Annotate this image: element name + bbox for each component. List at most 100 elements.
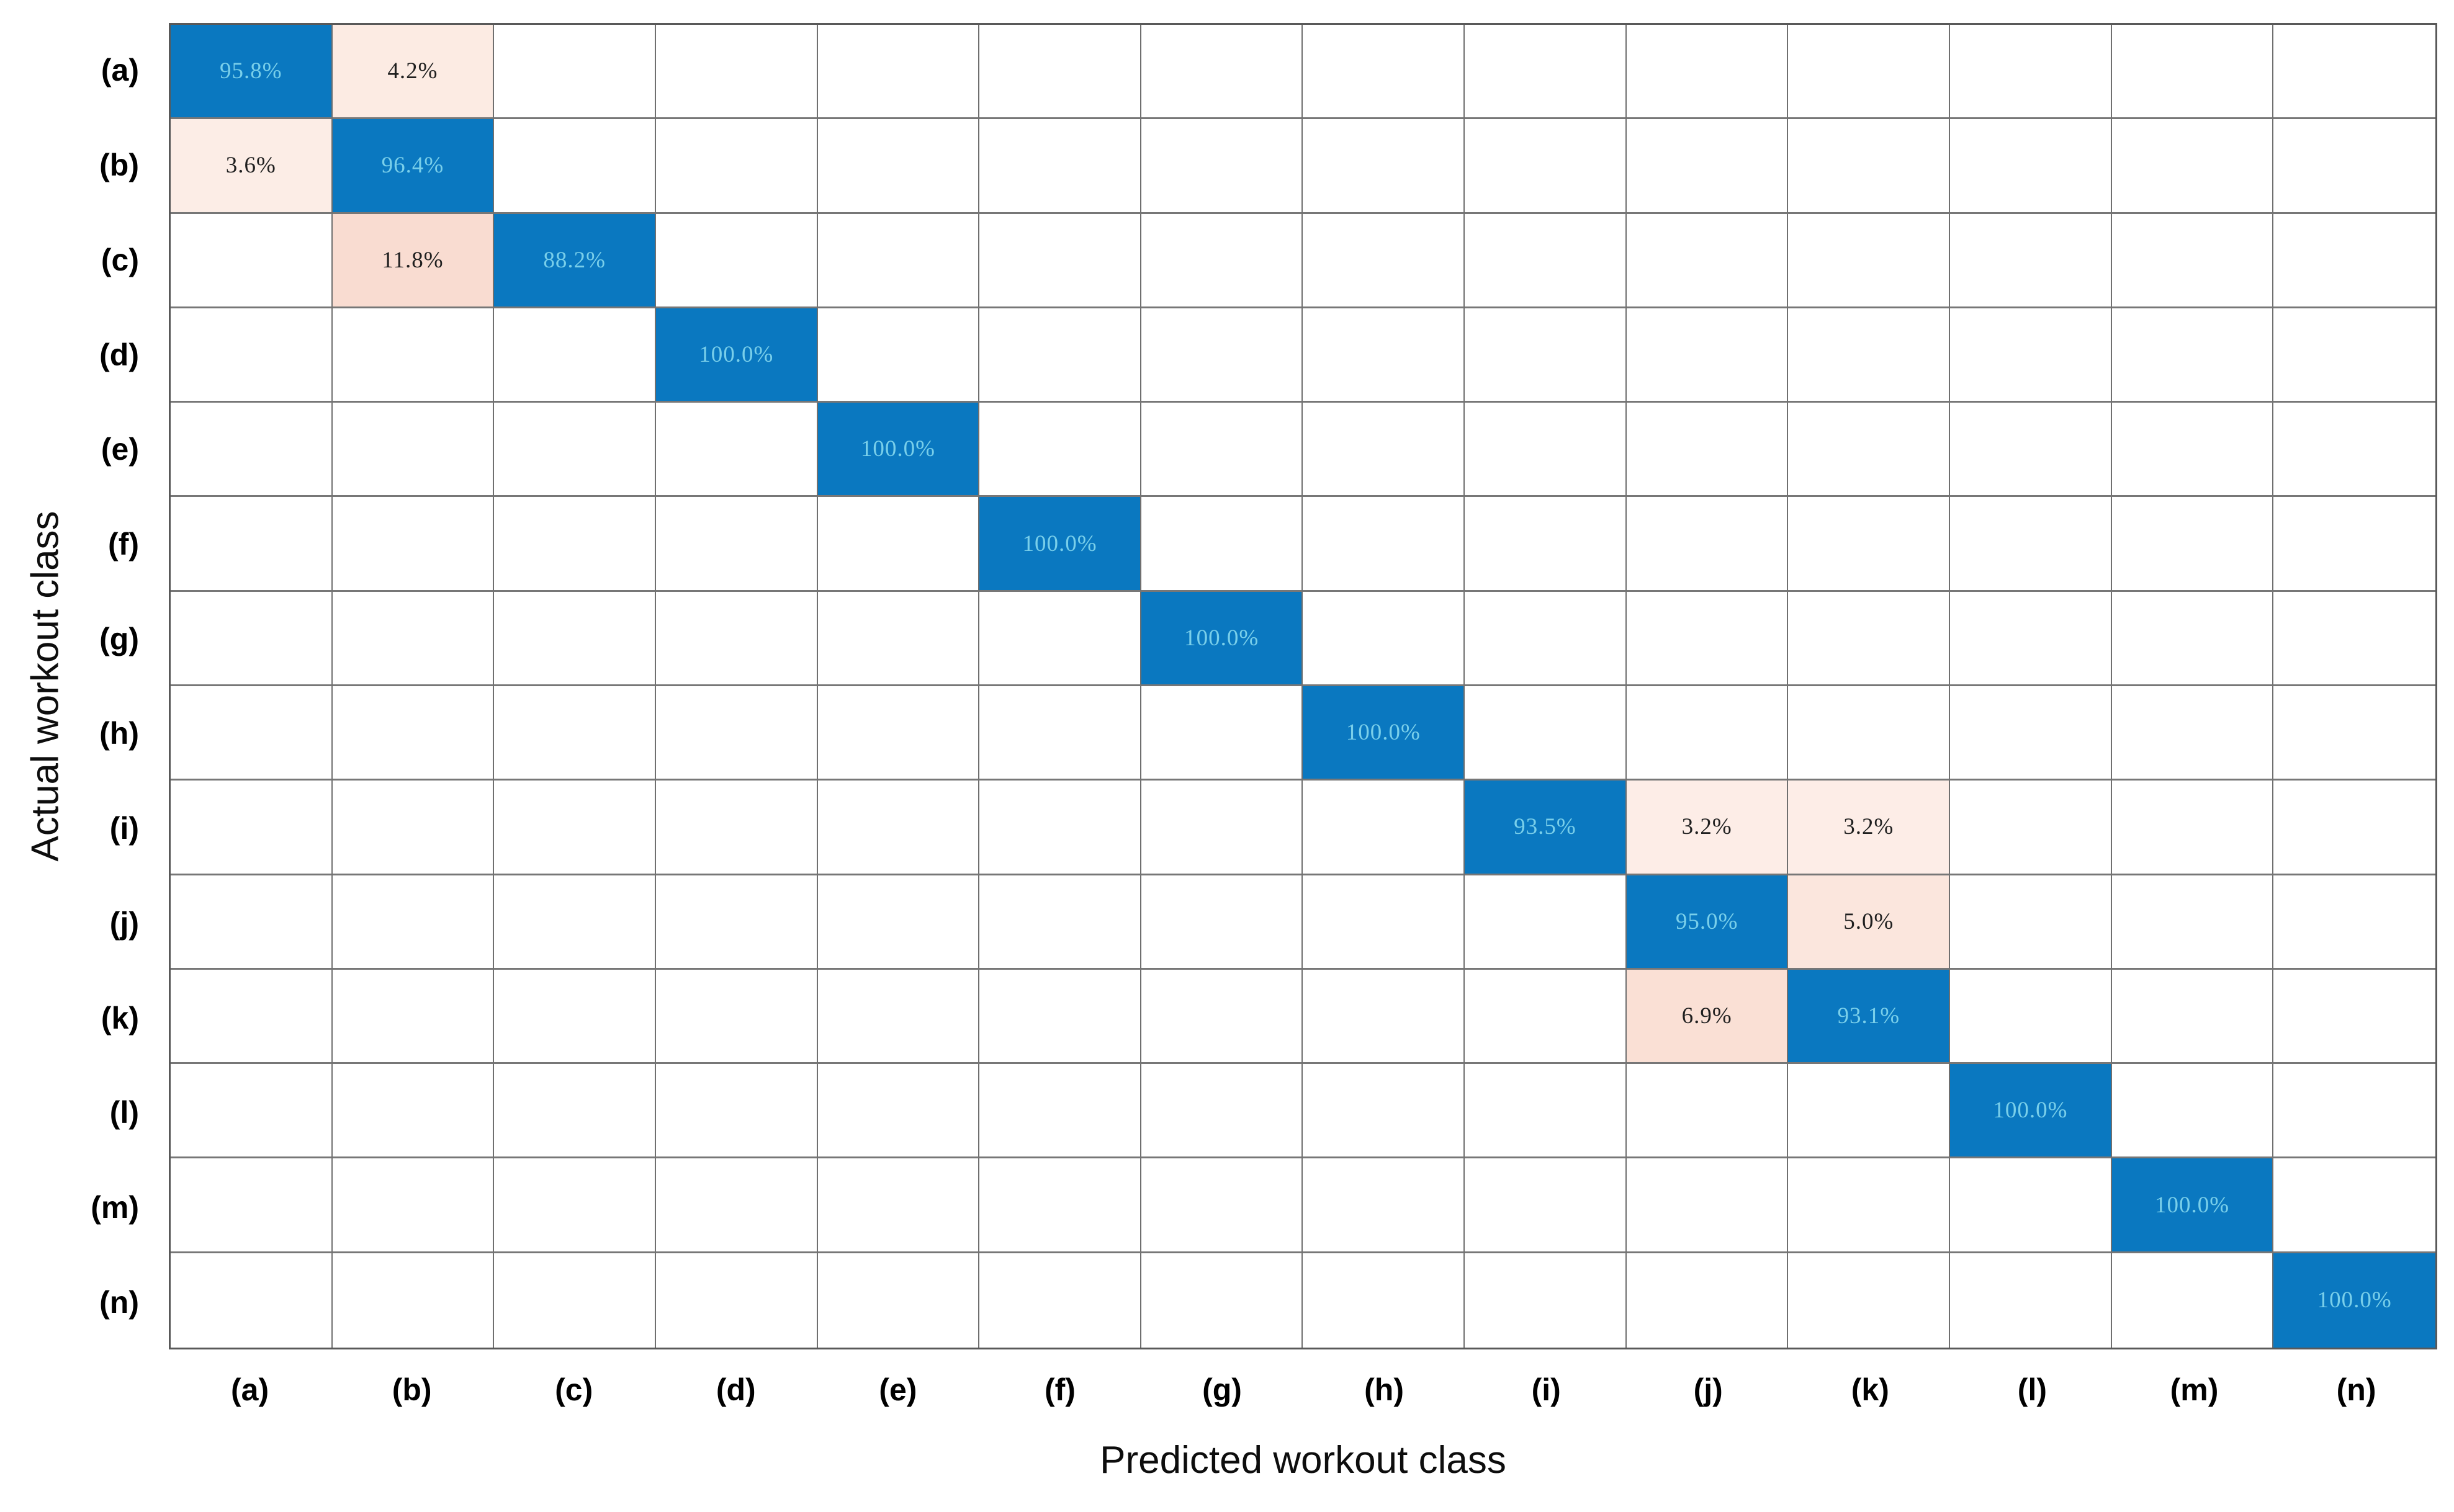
matrix-cell-r9-c1 — [332, 875, 495, 970]
x-tick-label-8: (i) — [1531, 1372, 1561, 1407]
matrix-cell-r3-c3: 100.0% — [655, 308, 818, 403]
matrix-cell-r1-c7 — [1303, 119, 1465, 214]
matrix-cell-r7-c1 — [332, 686, 495, 781]
matrix-cell-r10-c3 — [655, 969, 818, 1065]
matrix-cell-r5-c10 — [1788, 497, 1951, 592]
matrix-cell-r0-c5 — [979, 25, 1141, 120]
matrix-cell-r7-c0 — [171, 686, 333, 781]
matrix-cell-r7-c12 — [2111, 686, 2274, 781]
matrix-cell-r2-c4 — [817, 213, 980, 308]
matrix-cell-r7-c10 — [1788, 686, 1951, 781]
matrix-cell-r12-c7 — [1303, 1158, 1465, 1253]
matrix-cell-r5-c7 — [1303, 497, 1465, 592]
matrix-cell-r1-c10 — [1788, 119, 1951, 214]
x-tick-label-9: (j) — [1693, 1372, 1723, 1407]
matrix-cell-r6-c13 — [2273, 591, 2435, 686]
matrix-cell-r11-c6 — [1141, 1064, 1303, 1159]
matrix-cell-r0-c2 — [494, 25, 656, 120]
matrix-cell-r12-c13 — [2273, 1158, 2435, 1253]
matrix-cell-r11-c9 — [1626, 1064, 1789, 1159]
y-tick-label-11: (l) — [109, 1095, 139, 1130]
matrix-cell-value: 3.2% — [1843, 814, 1894, 840]
matrix-cell-r9-c3 — [655, 875, 818, 970]
matrix-cell-r13-c13: 100.0% — [2273, 1253, 2435, 1348]
matrix-cell-r4-c9 — [1626, 403, 1789, 498]
matrix-cell-r3-c1 — [332, 308, 495, 403]
matrix-cell-r6-c0 — [171, 591, 333, 686]
matrix-cell-r5-c4 — [817, 497, 980, 592]
matrix-cell-r0-c1: 4.2% — [332, 25, 495, 120]
matrix-cell-r4-c12 — [2111, 403, 2274, 498]
matrix-cell-r12-c1 — [332, 1158, 495, 1253]
matrix-cell-r11-c1 — [332, 1064, 495, 1159]
x-tick-label-4: (e) — [879, 1372, 917, 1407]
matrix-cell-r5-c9 — [1626, 497, 1789, 592]
matrix-cell-r6-c9 — [1626, 591, 1789, 686]
matrix-cell-r4-c11 — [1950, 403, 2112, 498]
matrix-cell-r1-c3 — [655, 119, 818, 214]
y-tick-label-10: (k) — [101, 1000, 139, 1036]
matrix-cell-r5-c3 — [655, 497, 818, 592]
matrix-cell-r11-c5 — [979, 1064, 1141, 1159]
x-tick-label-0: (a) — [230, 1372, 269, 1407]
matrix-cell-r10-c13 — [2273, 969, 2435, 1065]
matrix-cell-r11-c3 — [655, 1064, 818, 1159]
matrix-cell-r8-c8: 93.5% — [1465, 781, 1627, 875]
matrix-cell-r7-c9 — [1626, 686, 1789, 781]
matrix-cell-r12-c2 — [494, 1158, 656, 1253]
matrix-cell-r8-c13 — [2273, 781, 2435, 875]
matrix-cell-r13-c7 — [1303, 1253, 1465, 1348]
matrix-cell-r6-c2 — [494, 591, 656, 686]
matrix-cell-r13-c11 — [1950, 1253, 2112, 1348]
matrix-cell-r10-c8 — [1465, 969, 1627, 1065]
x-tick-label-2: (c) — [555, 1372, 593, 1407]
matrix-cell-r4-c3 — [655, 403, 818, 498]
matrix-cell-r10-c12 — [2111, 969, 2274, 1065]
y-tick-label-6: (g) — [99, 621, 139, 656]
matrix-cell-r8-c12 — [2111, 781, 2274, 875]
matrix-cell-r1-c2 — [494, 119, 656, 214]
matrix-cell-r13-c10 — [1788, 1253, 1951, 1348]
matrix-cell-r4-c5 — [979, 403, 1141, 498]
matrix-cell-r2-c6 — [1141, 213, 1303, 308]
x-tick-label-10: (k) — [1851, 1372, 1889, 1407]
matrix-cell-r0-c0: 95.8% — [171, 25, 333, 120]
matrix-cell-r8-c7 — [1303, 781, 1465, 875]
matrix-cell-r10-c5 — [979, 969, 1141, 1065]
matrix-cell-r0-c12 — [2111, 25, 2274, 120]
matrix-cell-value: 100.0% — [2317, 1287, 2392, 1313]
matrix-cell-r12-c12: 100.0% — [2111, 1158, 2274, 1253]
matrix-cell-value: 5.0% — [1843, 908, 1894, 934]
matrix-cell-r12-c5 — [979, 1158, 1141, 1253]
matrix-cell-r3-c13 — [2273, 308, 2435, 403]
matrix-cell-r7-c4 — [817, 686, 980, 781]
matrix-cell-r13-c9 — [1626, 1253, 1789, 1348]
y-tick-label-12: (m) — [91, 1189, 139, 1225]
matrix-cell-r8-c4 — [817, 781, 980, 875]
matrix-cell-value: 100.0% — [1022, 530, 1097, 557]
matrix-cell-r5-c6 — [1141, 497, 1303, 592]
matrix-cell-r1-c8 — [1465, 119, 1627, 214]
matrix-cell-r10-c6 — [1141, 969, 1303, 1065]
matrix-cell-r7-c5 — [979, 686, 1141, 781]
matrix-cell-r8-c2 — [494, 781, 656, 875]
matrix-cell-r6-c11 — [1950, 591, 2112, 686]
matrix-cell-r7-c11 — [1950, 686, 2112, 781]
x-tick-label-13: (n) — [2336, 1372, 2376, 1407]
matrix-cell-value: 6.9% — [1681, 1003, 1732, 1029]
matrix-cell-r3-c10 — [1788, 308, 1951, 403]
matrix-cell-r6-c12 — [2111, 591, 2274, 686]
matrix-cell-r9-c2 — [494, 875, 656, 970]
matrix-cell-value: 3.2% — [1681, 814, 1732, 840]
matrix-cell-r3-c7 — [1303, 308, 1465, 403]
matrix-cell-r11-c10 — [1788, 1064, 1951, 1159]
matrix-cell-r4-c0 — [171, 403, 333, 498]
matrix-cell-r3-c12 — [2111, 308, 2274, 403]
matrix-cell-r3-c9 — [1626, 308, 1789, 403]
y-tick-label-7: (h) — [99, 716, 139, 751]
matrix-cell-value: 100.0% — [699, 341, 774, 367]
x-tick-label-12: (m) — [2170, 1372, 2219, 1407]
matrix-cell-r8-c0 — [171, 781, 333, 875]
x-tick-label-11: (l) — [2017, 1372, 2047, 1407]
matrix-cell-r13-c6 — [1141, 1253, 1303, 1348]
